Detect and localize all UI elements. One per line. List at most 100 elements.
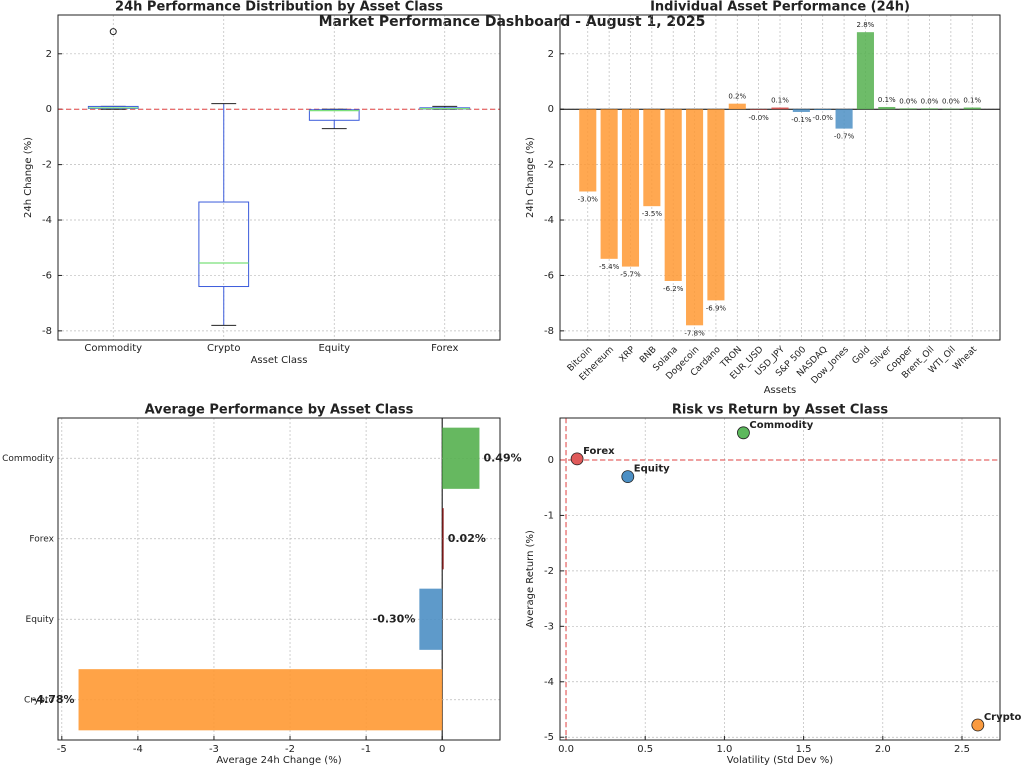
flier: [109, 28, 117, 36]
plot-frame: [57, 417, 501, 741]
bar: [920, 108, 939, 110]
point-label: Forex: [583, 446, 615, 457]
value-label: -3.5%: [642, 210, 663, 218]
bar: [707, 109, 725, 301]
y-tick-label: Forex: [29, 534, 54, 544]
y-tick-label: -4: [544, 677, 554, 688]
bar: [442, 427, 480, 489]
point: [737, 426, 750, 440]
value-label: 0.1%: [771, 97, 789, 105]
value-label: -3.0%: [578, 195, 599, 203]
bar: [579, 109, 597, 192]
value-label: -0.7%: [834, 133, 855, 141]
chart-title: Risk vs Return by Asset Class: [672, 403, 889, 418]
value-label: -0.1%: [791, 116, 812, 124]
chart-panel: Risk vs Return by Asset Class Volatility …: [525, 403, 1022, 767]
point: [621, 470, 635, 484]
x-tick-label: 2.0: [875, 744, 891, 755]
dashboard-title: Market Performance Dashboard - August 1,…: [319, 14, 706, 30]
y-tick-label: Crypto: [24, 695, 55, 705]
bar: [419, 588, 443, 650]
bar: [664, 109, 682, 281]
box: [198, 201, 250, 288]
value-label: 0.2%: [728, 93, 746, 101]
bar: [442, 508, 444, 570]
bar: [621, 109, 640, 267]
x-axis-label: Average 24h Change (%): [216, 755, 341, 766]
value-label: 0.0%: [942, 98, 960, 106]
y-tick-label: 0: [46, 104, 52, 115]
bar: [878, 106, 896, 110]
box: [308, 109, 360, 121]
point: [570, 452, 584, 466]
bar: [814, 109, 832, 111]
value-label: 0.1%: [963, 97, 981, 105]
chart-title: 24h Performance Distribution by Asset Cl…: [115, 0, 443, 15]
plot-frame: [559, 14, 1001, 341]
value-label: -0.30%: [373, 612, 416, 625]
x-tick-label: 0.5: [637, 744, 653, 755]
x-tick-label: Commodity: [84, 343, 142, 354]
x-tick-label: 1.5: [796, 744, 812, 755]
y-axis-label: 24h Change (%): [525, 137, 536, 218]
y-tick-label: -6: [544, 270, 554, 281]
bar: [792, 109, 810, 112]
y-tick-label: 2: [548, 49, 554, 60]
y-tick-label: -6: [42, 270, 52, 281]
bar: [728, 103, 746, 110]
bar: [686, 109, 704, 326]
bar: [643, 109, 661, 207]
value-label: -0.0%: [748, 114, 769, 122]
x-tick-label: 1.0: [716, 744, 732, 755]
bar: [856, 32, 874, 110]
value-label: 0.49%: [483, 451, 521, 464]
y-tick-label: 0: [548, 455, 554, 466]
y-axis-label: Average Return (%): [525, 530, 536, 628]
x-tick-label: -1: [361, 744, 371, 755]
point-label: Equity: [634, 464, 670, 475]
y-tick-label: -8: [544, 326, 554, 337]
y-tick-label: -3: [544, 621, 554, 632]
point: [971, 718, 985, 732]
x-tick-label: -4: [133, 744, 143, 755]
value-label: -5.7%: [620, 271, 641, 279]
y-tick-label: -2: [544, 160, 554, 171]
y-tick-label: 2: [46, 49, 52, 60]
x-tick-label: 2.5: [954, 744, 970, 755]
y-tick-label: Equity: [26, 615, 55, 625]
value-label: 2.8%: [857, 21, 875, 29]
value-label: -7.8%: [684, 329, 705, 337]
x-tick-label: 0.0: [558, 744, 574, 755]
plot-frame: [57, 14, 501, 341]
y-tick-label: -1: [544, 510, 554, 521]
y-tick-label: -2: [544, 566, 554, 577]
bar: [835, 109, 853, 129]
value-label: -6.9%: [706, 304, 727, 312]
x-tick-label: Forex: [431, 343, 458, 354]
y-tick-label: -2: [42, 160, 52, 171]
x-tick-label: Crypto: [207, 343, 240, 354]
chart-panel: Average Performance by Asset Class Averag…: [2, 403, 522, 767]
y-tick-label: -8: [42, 326, 52, 337]
y-axis-label: 24h Change (%): [23, 137, 34, 218]
x-axis-label: Volatility (Std Dev %): [727, 755, 834, 766]
chart-title: Individual Asset Performance (24h): [650, 0, 910, 15]
y-tick-label: -5: [544, 732, 554, 743]
x-tick-label: -2: [285, 744, 295, 755]
value-label: -6.2%: [663, 285, 684, 293]
x-tick-label: -3: [209, 744, 219, 755]
value-label: -0.0%: [813, 114, 834, 122]
value-label: 0.0%: [921, 97, 939, 105]
x-axis-label: Assets: [764, 385, 797, 396]
x-tick-label: -5: [57, 744, 67, 755]
value-label: -5.4%: [599, 263, 620, 271]
y-tick-label: -4: [544, 215, 554, 226]
x-tick-label: 0: [439, 744, 445, 755]
y-tick-label: 0: [548, 104, 554, 115]
value-label: 0.1%: [878, 96, 896, 104]
chart-title: Average Performance by Asset Class: [145, 403, 414, 418]
bar: [750, 109, 768, 110]
value-label: 0.0%: [899, 97, 917, 105]
